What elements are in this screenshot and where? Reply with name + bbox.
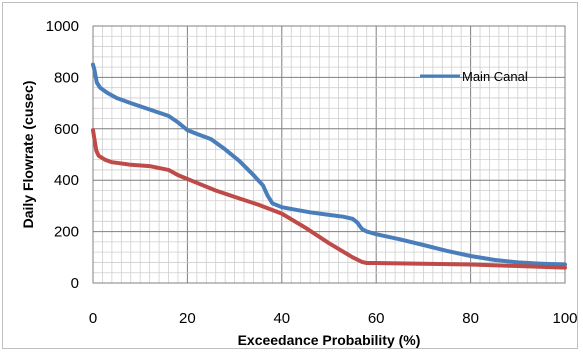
series-layer: [91, 62, 567, 270]
series-line-1: [91, 62, 567, 267]
y-tick-label: 200: [54, 224, 79, 241]
x-axis-title: Exceedance Probability (%): [238, 332, 421, 348]
series-line-2: [91, 128, 567, 270]
x-tick-label: 100: [552, 310, 577, 327]
chart-frame: [2, 2, 578, 349]
plot-area: [92, 25, 566, 284]
x-tick-label: 20: [179, 310, 196, 327]
x-axis-ticks: 0 20 40 60 80 100: [89, 310, 578, 327]
y-tick-label: 1000: [46, 18, 79, 35]
legend: Main Canal: [420, 69, 528, 84]
y-axis-ticks: 0 200 400 600 800 1000: [46, 18, 79, 292]
y-tick-label: 600: [54, 121, 79, 138]
y-tick-label: 400: [54, 172, 79, 189]
y-axis-title: Daily Flowrate (cusec): [20, 81, 36, 229]
legend-label-main-canal: Main Canal: [462, 69, 528, 84]
y-tick-label: 800: [54, 69, 79, 86]
x-tick-label: 40: [273, 310, 290, 327]
x-tick-label: 0: [89, 310, 97, 327]
x-tick-label: 80: [462, 310, 479, 327]
x-tick-label: 60: [368, 310, 385, 327]
y-tick-label: 0: [71, 275, 79, 292]
